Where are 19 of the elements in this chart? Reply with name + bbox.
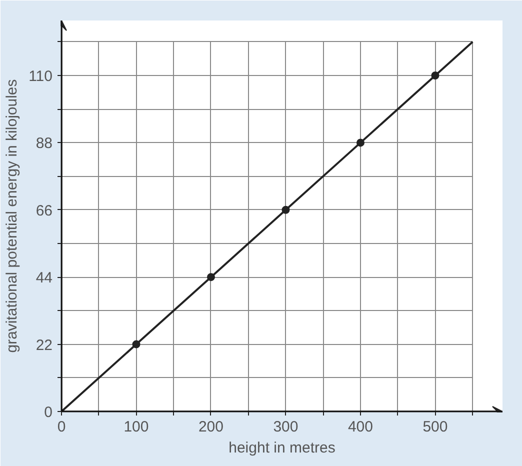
point bbox=[132, 340, 140, 348]
y-tick-label: 0 bbox=[44, 404, 52, 421]
x-tick-label: 100 bbox=[124, 418, 149, 436]
y-tick-label: 88 bbox=[36, 135, 53, 152]
x-tick-label: 400 bbox=[348, 418, 373, 436]
point bbox=[431, 71, 440, 80]
point bbox=[206, 273, 215, 282]
x-tick-label: 300 bbox=[273, 418, 298, 436]
y-tick-label: 44 bbox=[36, 270, 53, 287]
x-axis-title: height in metres bbox=[228, 440, 336, 456]
x-tick-label: 500 bbox=[422, 418, 448, 436]
point bbox=[282, 206, 290, 214]
x-tick-label: 0 bbox=[57, 418, 66, 436]
point bbox=[356, 138, 364, 147]
x-tick-label: 200 bbox=[198, 418, 224, 436]
y-tick-label: 66 bbox=[36, 202, 53, 220]
y-tick-label: 110 bbox=[28, 68, 53, 85]
y-axis-title: gravitational potential energy in kilojoules bbox=[4, 79, 21, 353]
y-tick-label: 22 bbox=[36, 336, 53, 354]
